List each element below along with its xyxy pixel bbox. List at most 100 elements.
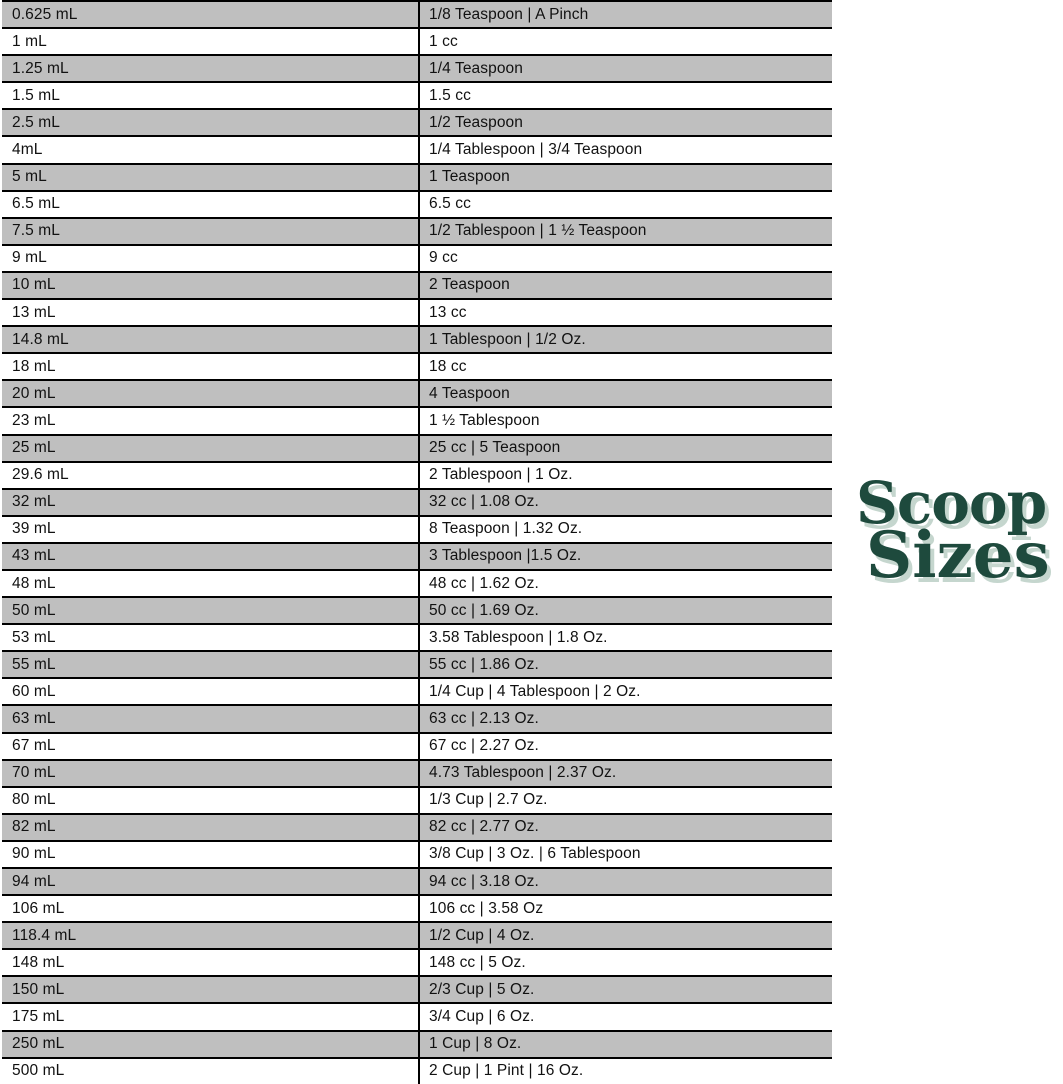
table-row: 20 mL 4 Teaspoon — [2, 379, 832, 407]
table-row: 43 mL 3 Tablespoon |1.5 Oz. — [2, 541, 832, 569]
cell-amount: 25 mL — [12, 439, 56, 457]
cell-equivalent: 4.73 Tablespoon | 2.37 Oz. — [418, 760, 832, 786]
cell-amount: 118.4 mL — [12, 926, 77, 944]
cell-equivalent: 18 cc — [418, 354, 832, 380]
table-row: 55 mL 55 cc | 1.86 Oz. — [2, 650, 832, 678]
cell-equivalent: 1 Teaspoon — [418, 164, 832, 190]
cell-amount: 55 mL — [12, 655, 56, 673]
table-row: 23 mL 1 ½ Tablespoon — [2, 406, 832, 434]
cell-amount: 2.5 mL — [12, 113, 60, 131]
cell-amount: 94 mL — [12, 872, 56, 890]
table-row: 175 mL 3/4 Cup | 6 Oz. — [2, 1002, 832, 1030]
cell-equivalent: 1/2 Cup | 4 Oz. — [418, 923, 832, 949]
table-row: 13 mL 13 cc — [2, 298, 832, 326]
cell-equivalent: 3 Tablespoon |1.5 Oz. — [418, 543, 832, 569]
cell-amount: 53 mL — [12, 628, 56, 646]
cell-equivalent: 82 cc | 2.77 Oz. — [418, 814, 832, 840]
table-row: 50 mL 50 cc | 1.69 Oz. — [2, 596, 832, 624]
cell-equivalent: 1/2 Teaspoon — [418, 110, 832, 136]
table-row: 29.6 mL 2 Tablespoon | 1 Oz. — [2, 460, 832, 488]
cell-amount: 4mL — [12, 141, 43, 159]
cell-equivalent: 3/8 Cup | 3 Oz. | 6 Tablespoon — [418, 841, 832, 867]
cell-equivalent: 1 Cup | 8 Oz. — [418, 1031, 832, 1057]
scoop-sizes-logo: Scoop Sizes — [852, 468, 1057, 608]
cell-equivalent: 32 cc | 1.08 Oz. — [418, 489, 832, 515]
cell-equivalent: 3.58 Tablespoon | 1.8 Oz. — [418, 625, 832, 651]
table-row: 500 mL 2 Cup | 1 Pint | 16 Oz. — [2, 1056, 832, 1084]
table-row: 14.8 mL 1 Tablespoon | 1/2 Oz. — [2, 325, 832, 353]
table-row: 6.5 mL 6.5 cc — [2, 189, 832, 217]
cell-amount: 5 mL — [12, 168, 47, 186]
cell-equivalent: 1 cc — [418, 29, 832, 55]
cell-equivalent: 1/3 Cup | 2.7 Oz. — [418, 787, 832, 813]
table-row: 1.5 mL 1.5 cc — [2, 81, 832, 109]
cell-equivalent: 55 cc | 1.86 Oz. — [418, 652, 832, 678]
cell-equivalent: 1 ½ Tablespoon — [418, 408, 832, 434]
cell-amount: 18 mL — [12, 357, 56, 375]
cell-equivalent: 148 cc | 5 Oz. — [418, 950, 832, 976]
cell-amount: 14.8 mL — [12, 330, 69, 348]
cell-equivalent: 6.5 cc — [418, 191, 832, 217]
table-row: 250 mL 1 Cup | 8 Oz. — [2, 1029, 832, 1057]
table-row: 9 mL 9 cc — [2, 243, 832, 271]
table-row: 60 mL 1/4 Cup | 4 Tablespoon | 2 Oz. — [2, 677, 832, 705]
cell-amount: 48 mL — [12, 574, 56, 592]
cell-equivalent: 1/2 Tablespoon | 1 ½ Teaspoon — [418, 218, 832, 244]
cell-amount: 7.5 mL — [12, 222, 60, 240]
table-row: 25 mL 25 cc | 5 Teaspoon — [2, 433, 832, 461]
cell-amount: 82 mL — [12, 818, 56, 836]
cell-equivalent: 1/4 Cup | 4 Tablespoon | 2 Oz. — [418, 679, 832, 705]
cell-amount: 9 mL — [12, 249, 47, 267]
cell-equivalent: 2/3 Cup | 5 Oz. — [418, 977, 832, 1003]
cell-equivalent: 67 cc | 2.27 Oz. — [418, 733, 832, 759]
cell-equivalent: 1/4 Tablespoon | 3/4 Teaspoon — [418, 137, 832, 163]
table-row: 39 mL 8 Teaspoon | 1.32 Oz. — [2, 514, 832, 542]
table-row: 4mL 1/4 Tablespoon | 3/4 Teaspoon — [2, 135, 832, 163]
cell-equivalent: 1/4 Teaspoon — [418, 56, 832, 82]
logo-line-sizes: Sizes — [866, 518, 1050, 593]
table-row: 70 mL 4.73 Tablespoon | 2.37 Oz. — [2, 758, 832, 786]
table-row: 18 mL 18 cc — [2, 352, 832, 380]
cell-amount: 250 mL — [12, 1035, 65, 1053]
table-row: 118.4 mL 1/2 Cup | 4 Oz. — [2, 921, 832, 949]
table-row: 106 mL 106 cc | 3.58 Oz — [2, 894, 832, 922]
table-row: 82 mL 82 cc | 2.77 Oz. — [2, 812, 832, 840]
table-row: 80 mL 1/3 Cup | 2.7 Oz. — [2, 785, 832, 813]
cell-equivalent: 2 Cup | 1 Pint | 16 Oz. — [418, 1058, 832, 1084]
cell-equivalent: 2 Teaspoon — [418, 272, 832, 299]
cell-equivalent: 50 cc | 1.69 Oz. — [418, 598, 832, 624]
cell-amount: 70 mL — [12, 764, 56, 782]
table-row: 148 mL 148 cc | 5 Oz. — [2, 948, 832, 976]
table-row: 90 mL 3/8 Cup | 3 Oz. | 6 Tablespoon — [2, 839, 832, 867]
table-row: 48 mL 48 cc | 1.62 Oz. — [2, 568, 832, 597]
table-row: 5 mL 1 Teaspoon — [2, 162, 832, 190]
cell-amount: 106 mL — [12, 899, 65, 917]
cell-amount: 29.6 mL — [12, 466, 69, 484]
cell-amount: 500 mL — [12, 1062, 65, 1080]
cell-amount: 150 mL — [12, 980, 65, 998]
cell-equivalent: 1 Tablespoon | 1/2 Oz. — [418, 327, 832, 353]
cell-amount: 13 mL — [12, 303, 56, 321]
table-row: 0.625 mL 1/8 Teaspoon | A Pinch — [2, 0, 832, 28]
table-row: 150 mL 2/3 Cup | 5 Oz. — [2, 975, 832, 1003]
cell-equivalent: 2 Tablespoon | 1 Oz. — [418, 462, 832, 488]
cell-amount: 63 mL — [12, 709, 56, 727]
logo-line-scoop: Scoop — [856, 469, 1047, 537]
cell-amount: 50 mL — [12, 601, 56, 619]
table-row: 63 mL 63 cc | 2.13 Oz. — [2, 704, 832, 732]
cell-equivalent: 63 cc | 2.13 Oz. — [418, 706, 832, 732]
cell-amount: 43 mL — [12, 547, 56, 565]
table-row: 94 mL 94 cc | 3.18 Oz. — [2, 867, 832, 895]
cell-amount: 1.25 mL — [12, 59, 69, 77]
table-row: 67 mL 67 cc | 2.27 Oz. — [2, 731, 832, 759]
cell-equivalent: 8 Teaspoon | 1.32 Oz. — [418, 516, 832, 542]
cell-amount: 6.5 mL — [12, 195, 60, 213]
cell-amount: 10 mL — [12, 276, 56, 294]
table-row: 7.5 mL 1/2 Tablespoon | 1 ½ Teaspoon — [2, 216, 832, 244]
conversion-table: 0.625 mL 1/8 Teaspoon | A Pinch 1 mL 1 cc 1.… — [2, 0, 832, 1084]
cell-equivalent: 1.5 cc — [418, 83, 832, 109]
cell-amount: 90 mL — [12, 845, 56, 863]
cell-equivalent: 1/8 Teaspoon | A Pinch — [418, 2, 832, 28]
cell-equivalent: 3/4 Cup | 6 Oz. — [418, 1004, 832, 1030]
cell-amount: 23 mL — [12, 411, 56, 429]
